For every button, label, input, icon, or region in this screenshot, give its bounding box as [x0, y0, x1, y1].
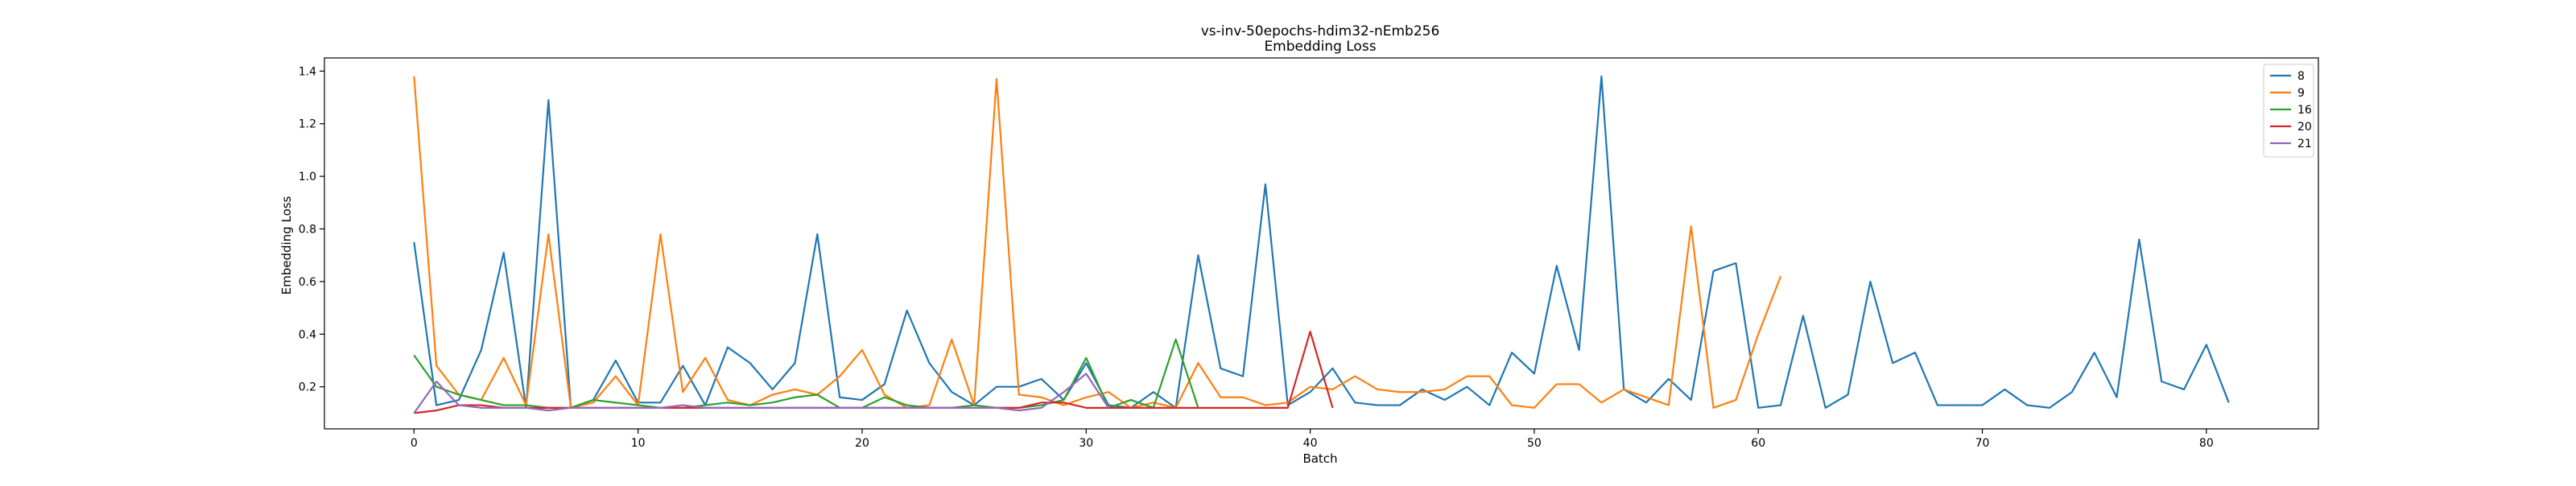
chart-subtitle: Embedding Loss	[1264, 39, 1376, 55]
x-tick-label: 60	[1751, 437, 1765, 450]
y-tick-label: 0.8	[299, 224, 316, 237]
x-tick-label: 0	[411, 437, 418, 450]
x-tick-label: 20	[855, 437, 869, 450]
x-tick-label: 80	[2199, 437, 2214, 450]
legend-label: 16	[2297, 104, 2312, 117]
legend-label: 20	[2297, 121, 2312, 134]
y-tick-label: 1.4	[299, 65, 316, 78]
legend-label: 9	[2297, 87, 2305, 100]
legend-box	[2263, 64, 2314, 158]
y-tick-label: 0.6	[299, 276, 316, 289]
legend-label: 21	[2297, 138, 2312, 150]
series-line-8	[413, 75, 2230, 409]
y-tick-label: 0.4	[299, 328, 316, 341]
y-tick-label: 1.2	[299, 118, 316, 131]
y-axis-label: Embedding Loss	[279, 196, 294, 294]
series-line-21	[413, 373, 1110, 414]
plot-area: 0 10 20 30 40 50 60 70 80 0.2 0.4 0.6 0.8 1.0 1.2 1.4	[299, 57, 2319, 450]
x-tick-label: 30	[1079, 437, 1093, 450]
x-tick-label: 50	[1527, 437, 1542, 450]
chart-title: vs-inv-50epochs-hdim32-nEmb256	[1201, 23, 1440, 39]
axes-frame	[324, 57, 2319, 430]
y-tick-label: 0.2	[299, 381, 316, 394]
x-axis-label: Batch	[1302, 451, 1337, 466]
x-tick-label: 10	[631, 437, 646, 450]
legend: 8 9 16 20 21	[2263, 64, 2314, 158]
x-tick-label: 70	[1975, 437, 1990, 450]
x-tick-label: 40	[1303, 437, 1318, 450]
y-tick-label: 1.0	[299, 171, 316, 183]
legend-label: 8	[2297, 70, 2305, 83]
series-line-9	[413, 76, 1782, 409]
